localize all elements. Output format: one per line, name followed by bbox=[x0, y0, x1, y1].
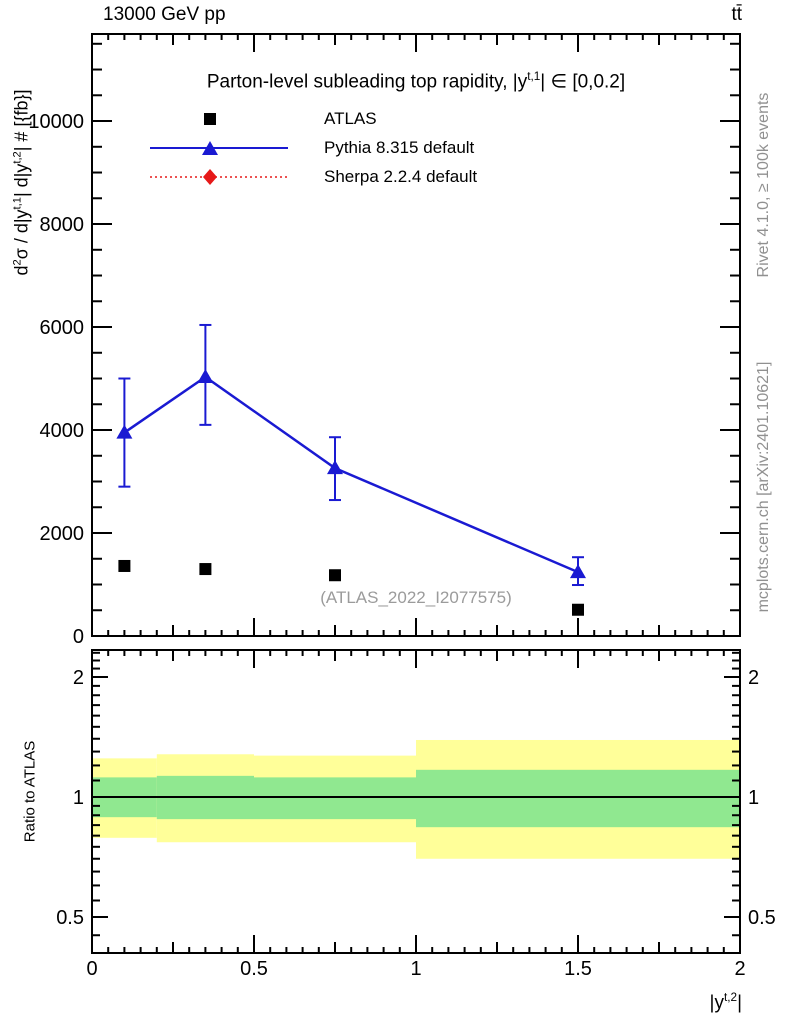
main-y-tick-label: 4000 bbox=[40, 420, 85, 442]
ratio-y-tick-label-right: 2 bbox=[748, 667, 759, 689]
analysis-watermark: (ATLAS_2022_I2077575) bbox=[320, 588, 512, 607]
pythia-point bbox=[570, 564, 586, 579]
pythia-point bbox=[197, 368, 214, 383]
ratio-y-tick-label-right: 0.5 bbox=[748, 907, 776, 929]
plot-title-pre: Parton-level subleading top rapidity, |y bbox=[206, 71, 528, 93]
legend: ATLAS Pythia 8.315 default Sherpa 2.2.4 … bbox=[148, 104, 477, 191]
legend-label-sherpa: Sherpa 2.2.4 default bbox=[324, 166, 478, 186]
legend-label-pythia: Pythia 8.315 default bbox=[324, 137, 475, 157]
atlas-point bbox=[572, 603, 584, 616]
beam-energy-label: 13000 GeV pp bbox=[103, 4, 226, 25]
x-tick-label: 1.5 bbox=[564, 958, 592, 980]
atlas-point bbox=[199, 563, 212, 576]
y-axis-label: d2σ / d|yt,1| d|yt,2| # [{fb}] bbox=[11, 89, 32, 276]
main-y-tick-label: 2000 bbox=[40, 523, 85, 545]
legend-label-atlas: ATLAS bbox=[324, 108, 377, 128]
sherpa-marker-icon bbox=[150, 168, 288, 185]
main-y-tick-label: 6000 bbox=[40, 317, 85, 339]
process-label: tt̄ bbox=[731, 4, 742, 25]
x-tick-label: 0 bbox=[86, 958, 97, 980]
green-uncertainty-band bbox=[416, 769, 740, 828]
x-axis-label: |yt,2| bbox=[709, 991, 742, 1014]
main-y-tick-label: 0 bbox=[73, 626, 84, 648]
pythia-point bbox=[327, 460, 343, 475]
ratio-y-tick-label: 1 bbox=[73, 787, 84, 809]
ratio-y-tick-label: 0.5 bbox=[56, 907, 84, 929]
plot-title-sup: t,1 bbox=[527, 70, 541, 83]
main-y-tick-label: 8000 bbox=[40, 214, 85, 236]
plot-title-post: | ∈ [0,0.2] bbox=[540, 71, 626, 93]
x-tick-label: 0.5 bbox=[240, 958, 268, 980]
legend-item-sherpa: Sherpa 2.2.4 default bbox=[148, 162, 477, 191]
pythia-point bbox=[116, 424, 133, 439]
plot-title: Parton-level subleading top rapidity, |y… bbox=[92, 70, 740, 93]
pythia-marker-icon bbox=[150, 140, 288, 155]
atlas-point bbox=[118, 559, 131, 572]
green-uncertainty-band bbox=[254, 777, 416, 820]
ratio-y-axis-label: Ratio to ATLAS bbox=[21, 740, 39, 843]
legend-item-pythia: Pythia 8.315 default bbox=[148, 133, 477, 162]
mcplots-credit-label: mcplots.cern.ch [arXiv:2401.10621] bbox=[755, 361, 772, 613]
x-tick-label: 2 bbox=[734, 958, 745, 980]
atlas-point bbox=[329, 569, 341, 582]
ratio-y-tick-label: 2 bbox=[73, 667, 84, 689]
pythia-line bbox=[123, 375, 579, 574]
rivet-version-label: Rivet 4.1.0, ≥ 100k events bbox=[755, 92, 772, 278]
atlas-marker-icon bbox=[204, 112, 216, 125]
legend-item-atlas: ATLAS bbox=[148, 104, 477, 133]
main-y-tick-label: 10000 bbox=[28, 111, 84, 133]
ratio-y-tick-label-right: 1 bbox=[748, 787, 759, 809]
x-tick-label: 1 bbox=[410, 958, 421, 980]
